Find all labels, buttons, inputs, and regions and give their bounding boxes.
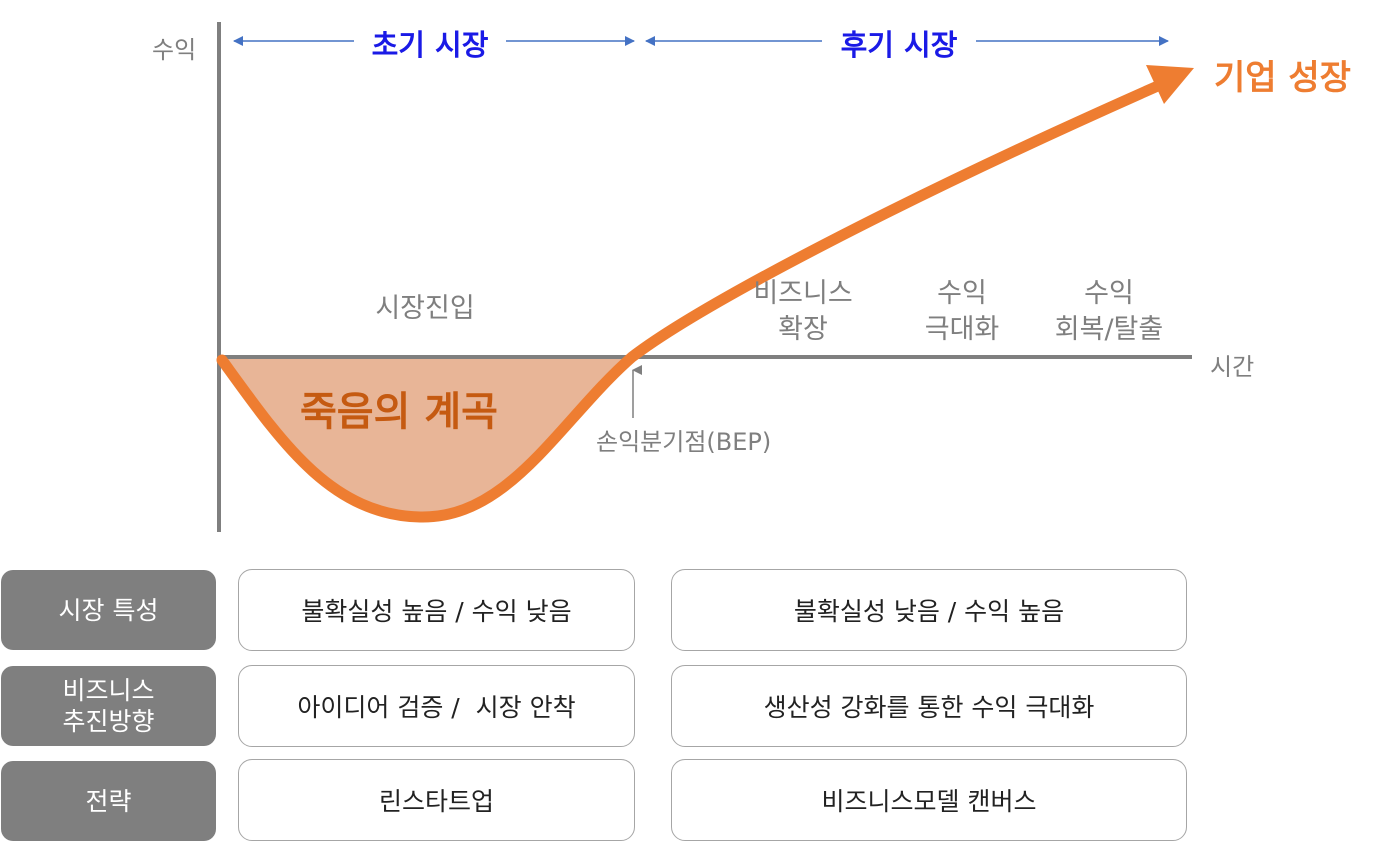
cell-text: 아이디어 검증 / 시장 안착 [297,693,576,722]
growth-arrow-head [1146,65,1194,104]
cell-late-strategy: 비즈니스모델 캔버스 [671,759,1187,841]
stage-profit-recovery-exit: 수익 회복/탈출 [1054,278,1164,345]
x-axis-label: 시간 [1210,353,1255,381]
cell-late-market-traits: 불확실성 낮음 / 수익 높음 [671,569,1187,651]
phase-early-title: 초기 시장 [371,28,489,62]
bep-label: 손익분기점(BEP) [596,428,772,456]
cell-text: 불확실성 낮음 / 수익 높음 [793,597,1065,626]
cell-early-market-traits: 불확실성 높음 / 수익 낮음 [238,569,635,651]
cell-late-business-direction: 생산성 강화를 통한 수익 극대화 [671,665,1187,747]
valley-of-death-label: 죽음의 계곡 [300,389,498,435]
growth-label: 기업 성장 [1214,58,1351,98]
row-header-label: 시장 특성 [58,595,159,625]
phase-late-title: 후기 시장 [840,28,958,62]
cell-early-strategy: 린스타트업 [238,759,635,841]
row-header-market-traits: 시장 특성 [1,570,216,650]
stage-business-expansion: 비즈니스 확장 [753,278,853,345]
cell-text: 불확실성 높음 / 수익 낮음 [301,597,572,626]
row-header-business-direction: 비즈니스 추진방향 [1,666,216,746]
cell-early-business-direction: 아이디어 검증 / 시장 안착 [238,665,635,747]
stage-market-entry: 시장진입 [375,293,475,324]
cell-text: 린스타트업 [378,787,494,816]
y-axis-label: 수익 [152,36,197,64]
row-header-label: 비즈니스 추진방향 [62,676,155,736]
row-header-strategy: 전략 [1,761,216,841]
row-header-label: 전략 [85,786,132,816]
growth-curve [216,79,1166,523]
cell-text: 비즈니스모델 캔버스 [821,787,1037,816]
stage-profit-maximization: 수익 극대화 [924,278,1000,345]
cell-text: 생산성 강화를 통한 수익 극대화 [763,693,1095,722]
